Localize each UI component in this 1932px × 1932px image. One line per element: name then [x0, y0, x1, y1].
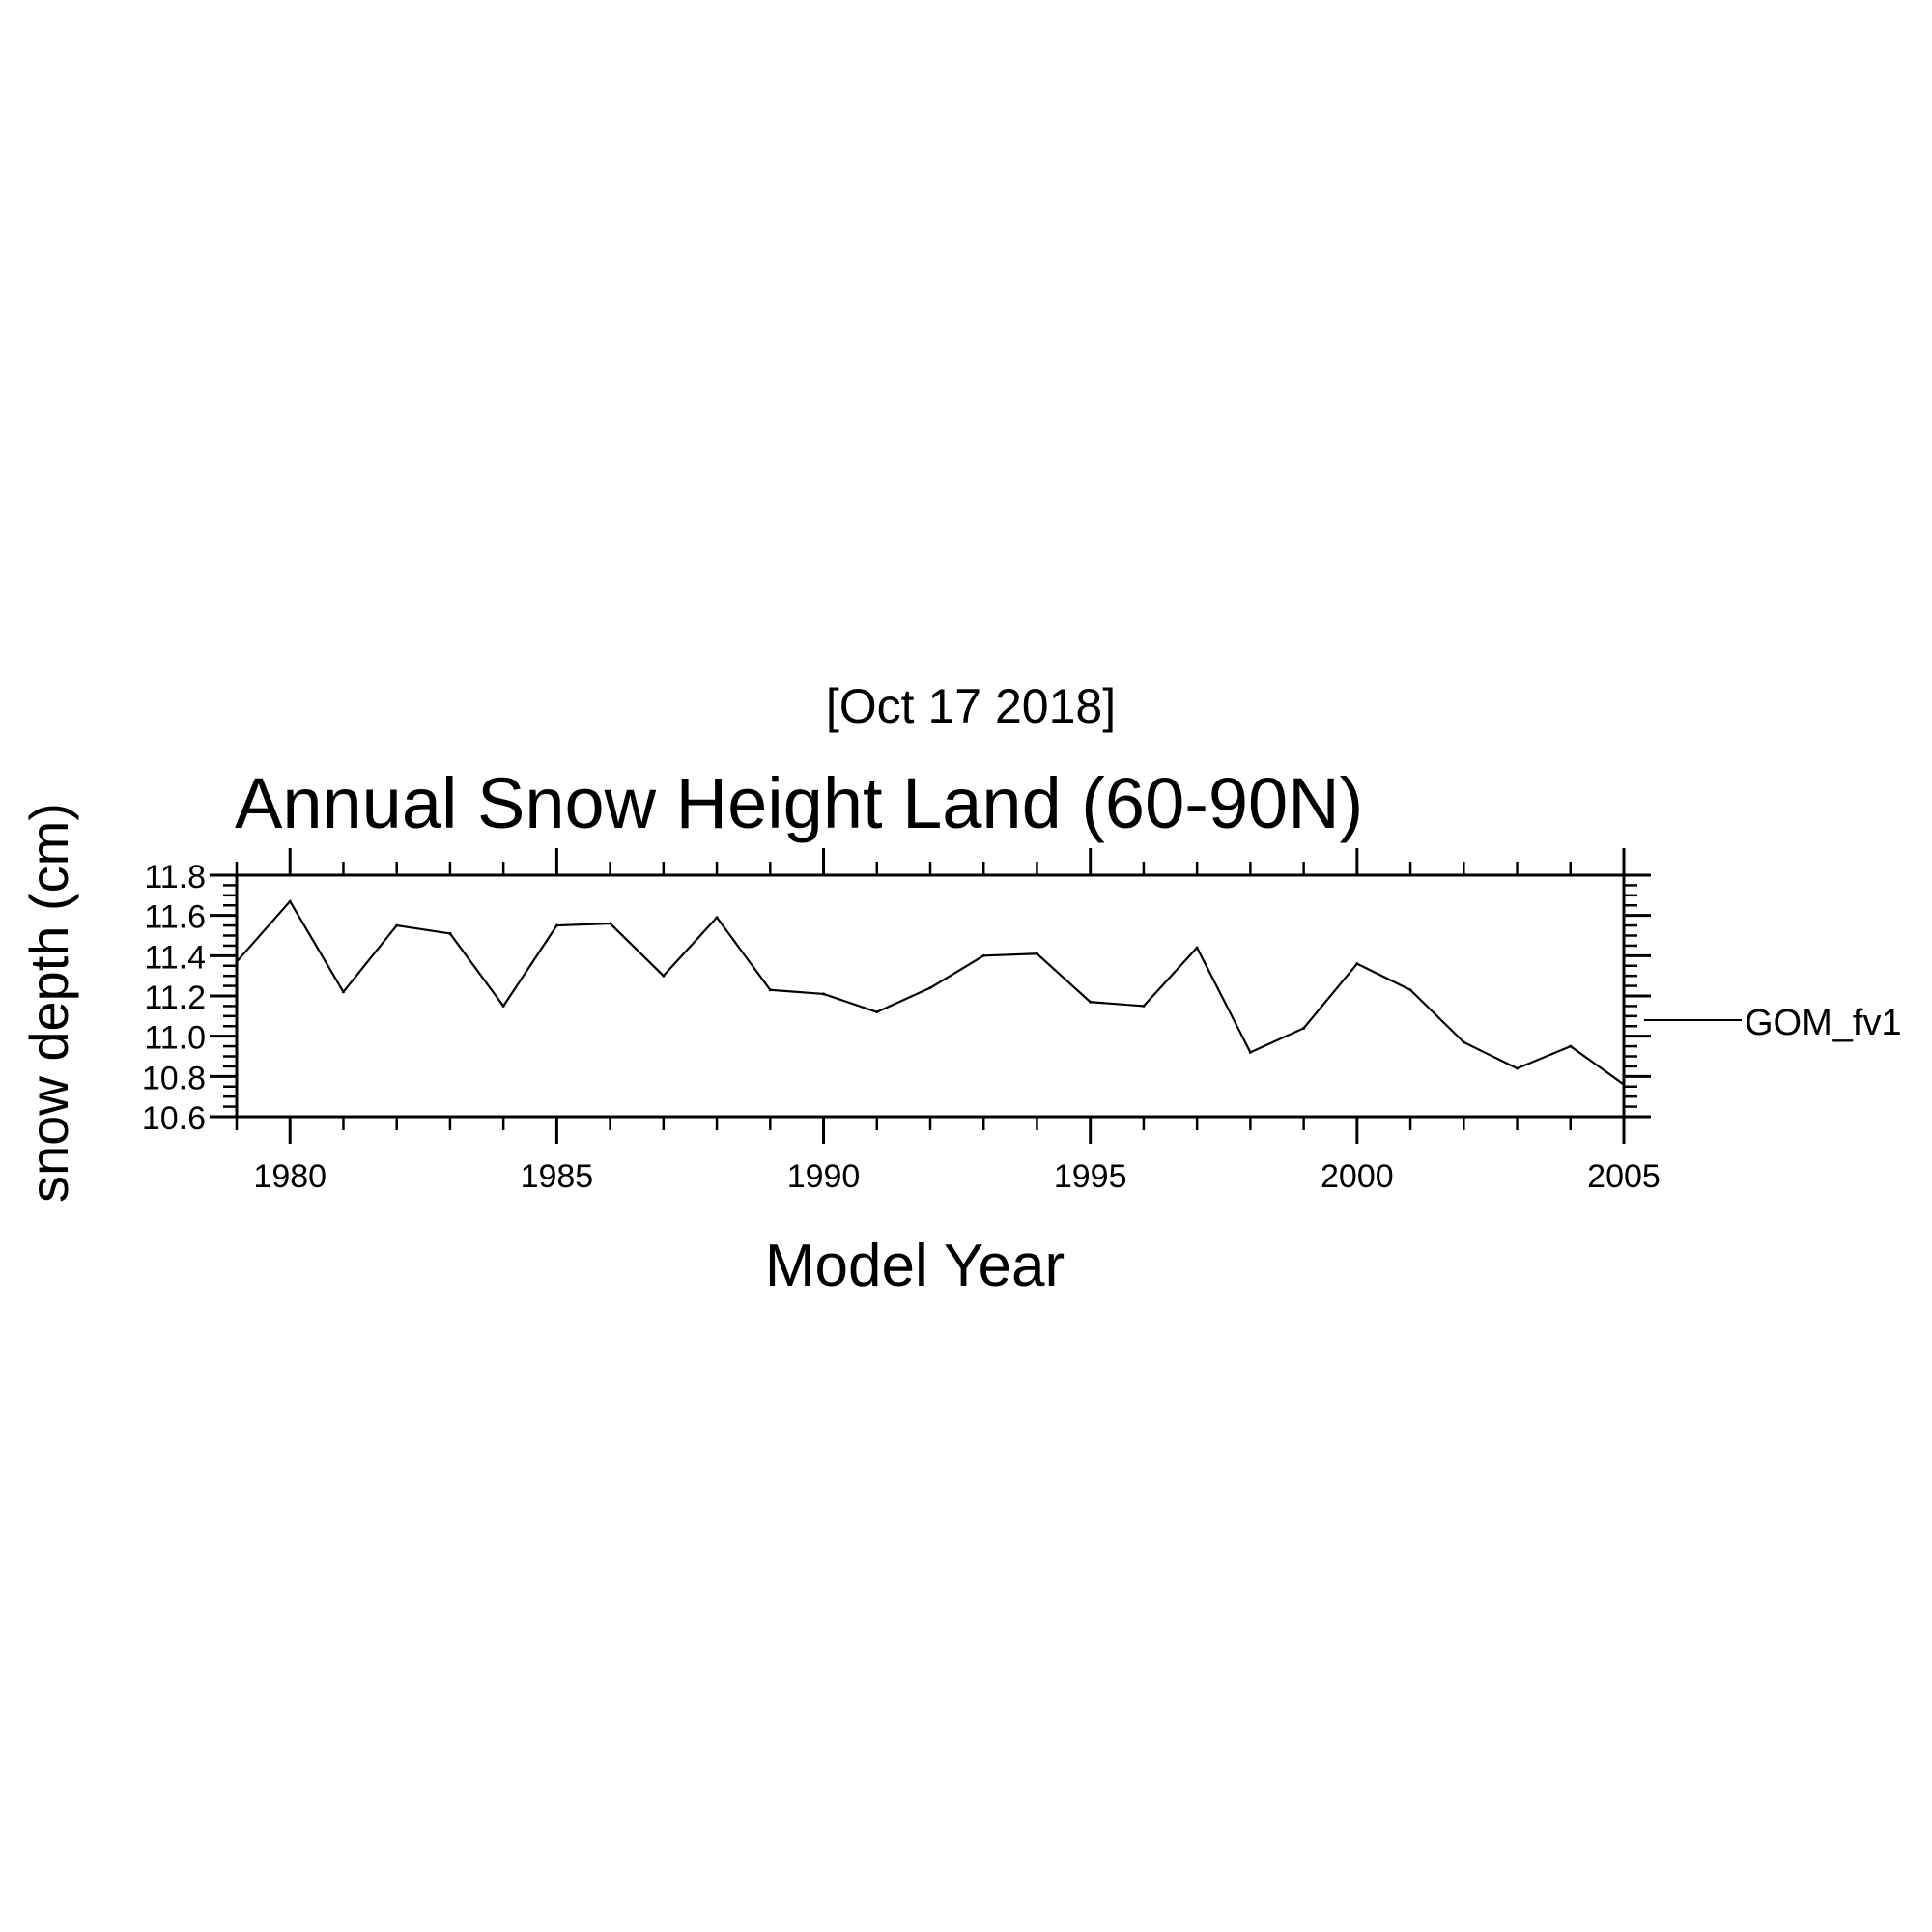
data-point	[341, 990, 345, 994]
data-point	[1248, 1050, 1252, 1054]
legend-label: GOM_fv1	[1745, 1003, 1902, 1043]
data-point	[1089, 1000, 1093, 1004]
y-tick-label: 11.6	[144, 899, 206, 936]
data-point	[235, 960, 239, 964]
x-tick-label: 1995	[1054, 1158, 1127, 1195]
data-point	[609, 922, 612, 925]
data-point	[768, 988, 772, 992]
data-point	[288, 899, 292, 903]
data-point	[1195, 946, 1199, 950]
data-point	[1302, 1026, 1306, 1030]
data-point	[1569, 1044, 1573, 1048]
data-point	[1355, 962, 1359, 966]
y-axis-label: snow depth (cm)	[18, 803, 79, 1203]
data-point	[448, 931, 452, 935]
x-tick-label: 1990	[787, 1158, 861, 1195]
data-point	[981, 953, 985, 957]
chart-title: Annual Snow Height Land (60-90N)	[235, 763, 1363, 843]
x-tick-label: 2000	[1321, 1158, 1394, 1195]
x-tick-label: 1985	[521, 1158, 594, 1195]
data-point	[554, 923, 558, 927]
data-point	[1622, 1083, 1626, 1087]
data-point	[1408, 988, 1412, 992]
y-tick-label: 11.4	[144, 939, 206, 976]
x-axis-label: Model Year	[765, 1233, 1065, 1299]
data-point	[715, 916, 719, 920]
axis-ticks	[210, 848, 1651, 1144]
y-tick-label: 10.6	[142, 1100, 206, 1137]
data-point	[501, 1004, 505, 1008]
data-point	[822, 992, 826, 996]
y-tick-label: 11.2	[144, 980, 206, 1016]
data-point	[1516, 1066, 1520, 1070]
data-point	[395, 923, 399, 927]
data-point	[875, 1010, 879, 1014]
data-point	[1462, 1040, 1465, 1044]
data-point	[1142, 1004, 1146, 1008]
data-point	[1035, 952, 1038, 955]
y-tick-label: 11.0	[144, 1020, 206, 1057]
y-tick-label: 11.8	[144, 859, 206, 895]
tick-labels: 1980 1985 1990 1995 2000 2005 10.6 10.811.0 11.2…	[142, 859, 1661, 1195]
series-lines	[235, 899, 1626, 1087]
chart-subtitle: [Oct 17 2018]	[826, 679, 1116, 733]
y-tick-label: 10.8	[142, 1060, 206, 1096]
legend: GOM_fv1	[1644, 1003, 1902, 1043]
x-tick-label: 2005	[1587, 1158, 1661, 1195]
x-tick-label: 1980	[253, 1158, 327, 1195]
data-point	[928, 986, 932, 990]
data-point	[662, 974, 666, 978]
